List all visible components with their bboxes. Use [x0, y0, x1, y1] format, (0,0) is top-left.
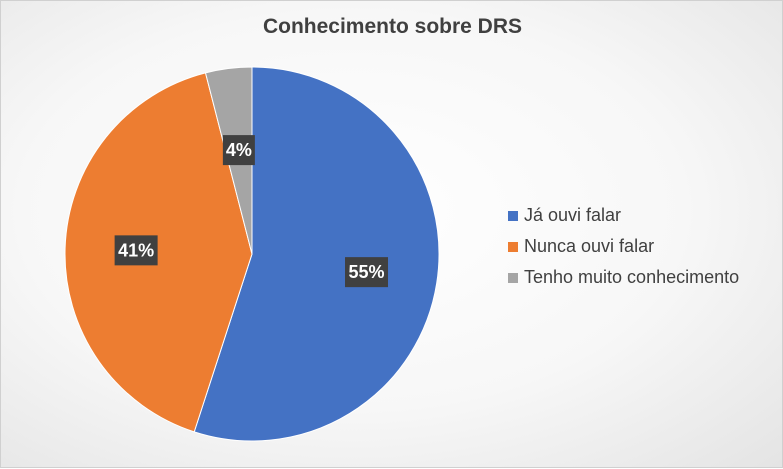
legend-entry: Nunca ouvi falar: [508, 236, 739, 257]
legend-swatch: [508, 272, 518, 283]
legend-label: Tenho muito conhecimento: [524, 267, 740, 287]
data-label-box: [345, 257, 389, 288]
data-label-box: [114, 235, 158, 266]
data-label: 41%: [114, 235, 158, 266]
legend-swatch: [508, 210, 518, 221]
pie-slice: [193, 66, 440, 442]
legend-entry: Tenho muito conhecimento: [508, 267, 739, 288]
legend-swatch: [508, 241, 518, 252]
data-label: 55%: [345, 257, 389, 288]
data-label-text: 55%: [348, 262, 384, 282]
legend-label: Já ouvi falar: [524, 205, 622, 225]
data-label-text: 41%: [118, 240, 154, 260]
legend-label: Nunca ouvi falar: [524, 236, 655, 256]
data-label-box: [222, 135, 255, 166]
legend-entry: Já ouvi falar: [508, 205, 739, 226]
data-label-text: 4%: [226, 140, 252, 160]
legend: Já ouvi falar Nunca ouvi falar Tenho mui…: [508, 205, 739, 288]
chart-title: Conhecimento sobre DRS: [262, 15, 523, 38]
pie-slice: [64, 72, 253, 433]
data-label: 4%: [222, 135, 255, 166]
